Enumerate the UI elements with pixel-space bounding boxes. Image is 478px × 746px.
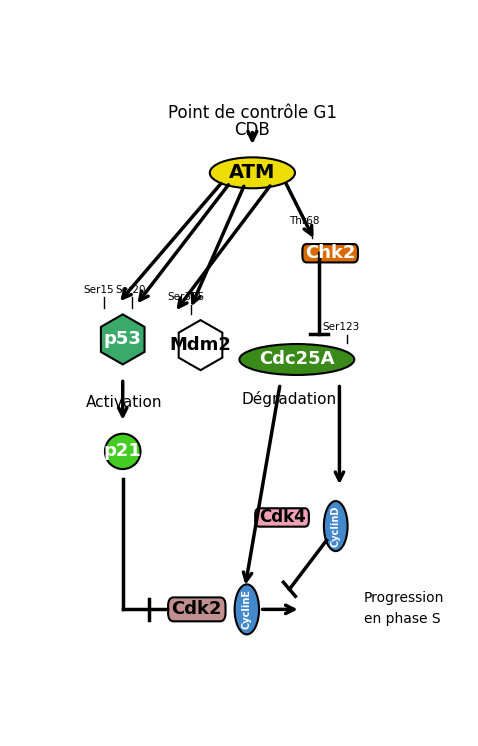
Text: ATM: ATM <box>229 163 276 182</box>
Text: CDB: CDB <box>235 121 270 139</box>
Ellipse shape <box>239 344 354 375</box>
Text: Cdc25A: Cdc25A <box>259 351 335 369</box>
Text: p21: p21 <box>104 442 141 460</box>
Text: Point de contrôle G1: Point de contrôle G1 <box>168 104 337 122</box>
FancyBboxPatch shape <box>168 598 226 621</box>
Text: Cdk4: Cdk4 <box>259 509 305 527</box>
Text: Ser20: Ser20 <box>115 284 145 295</box>
FancyBboxPatch shape <box>303 244 358 263</box>
Text: Ser15: Ser15 <box>83 284 114 295</box>
Text: Cdk2: Cdk2 <box>172 601 222 618</box>
Ellipse shape <box>324 501 348 551</box>
Text: Activation: Activation <box>87 395 163 410</box>
Text: Thr68: Thr68 <box>289 216 319 226</box>
Text: p53: p53 <box>104 330 141 348</box>
Text: Chk2: Chk2 <box>305 244 356 263</box>
Text: Progression: Progression <box>363 591 444 605</box>
Polygon shape <box>101 314 144 364</box>
Text: Ser395: Ser395 <box>167 292 204 302</box>
Ellipse shape <box>105 433 141 469</box>
Text: Mdm2: Mdm2 <box>170 336 231 354</box>
Text: CyclinE: CyclinE <box>242 589 252 630</box>
Text: en phase S: en phase S <box>363 612 440 626</box>
Ellipse shape <box>235 584 259 634</box>
Text: CyclinD: CyclinD <box>331 505 341 547</box>
FancyBboxPatch shape <box>255 508 309 527</box>
Polygon shape <box>179 320 222 370</box>
Text: Dégradation: Dégradation <box>242 391 337 407</box>
Text: Ser123: Ser123 <box>323 322 360 332</box>
Ellipse shape <box>210 157 295 188</box>
